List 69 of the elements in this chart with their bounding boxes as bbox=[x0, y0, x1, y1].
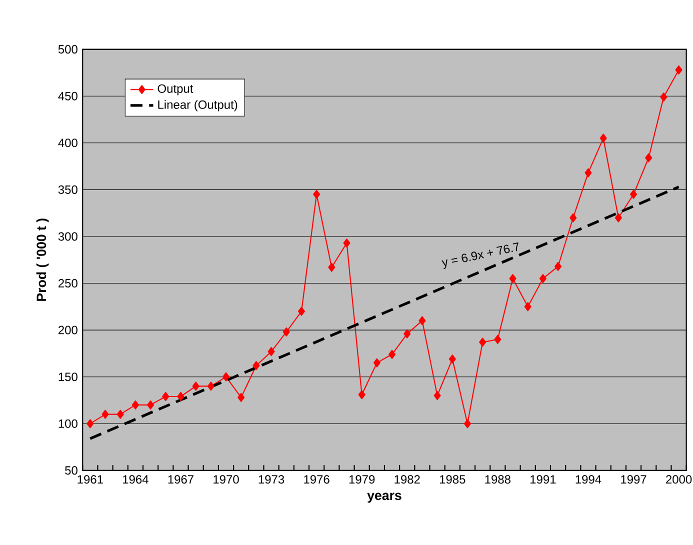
y-tick-label: 100 bbox=[58, 419, 78, 428]
x-tick-label: 1994 bbox=[576, 475, 602, 484]
point bbox=[298, 306, 306, 316]
x-tick-label: 1973 bbox=[258, 475, 284, 484]
point bbox=[207, 382, 214, 391]
x-tick-label: 1970 bbox=[214, 475, 239, 484]
point bbox=[524, 302, 532, 312]
point bbox=[268, 347, 275, 356]
point bbox=[343, 238, 350, 248]
point bbox=[177, 392, 184, 401]
y-tick-label: 300 bbox=[58, 232, 78, 241]
y-tick-label: 350 bbox=[58, 185, 78, 194]
point bbox=[222, 372, 230, 382]
point bbox=[645, 153, 652, 162]
annotation: y = 6.9x + 76.7 bbox=[442, 242, 518, 270]
legend-label: Linear (Output) bbox=[158, 100, 238, 112]
point bbox=[494, 334, 502, 344]
point bbox=[479, 338, 486, 347]
point bbox=[448, 354, 456, 364]
point bbox=[192, 382, 200, 391]
point bbox=[388, 350, 396, 359]
point bbox=[554, 262, 562, 271]
x-tick-label: 2000 bbox=[666, 475, 692, 484]
y-tick-label: 400 bbox=[58, 138, 78, 148]
y-tick-label: 500 bbox=[58, 45, 78, 54]
point bbox=[252, 361, 260, 370]
point bbox=[584, 168, 592, 178]
point bbox=[539, 274, 546, 284]
x-tick-label: 1967 bbox=[168, 475, 194, 484]
point bbox=[373, 358, 380, 368]
point bbox=[328, 262, 336, 272]
x-tick-label: 1988 bbox=[485, 475, 510, 484]
point bbox=[630, 190, 638, 199]
x-tick-label: 1997 bbox=[621, 475, 646, 484]
point bbox=[418, 316, 426, 326]
y-tick-label: 200 bbox=[58, 326, 78, 334]
point bbox=[614, 213, 622, 222]
y-axis-title: Prod ( '000 t ) bbox=[36, 218, 49, 301]
point bbox=[132, 400, 139, 410]
x-tick-label: 1961 bbox=[78, 475, 103, 484]
point bbox=[675, 65, 682, 74]
point bbox=[358, 390, 366, 400]
point bbox=[147, 400, 154, 410]
y-tick-label: 150 bbox=[58, 372, 78, 382]
x-tick-label: 1982 bbox=[394, 475, 420, 484]
point bbox=[86, 419, 94, 428]
x-tick-label: 1964 bbox=[123, 475, 148, 484]
x-tick-label: 1985 bbox=[440, 475, 466, 484]
point bbox=[404, 329, 411, 338]
point bbox=[162, 392, 170, 401]
point bbox=[102, 410, 109, 419]
point bbox=[282, 327, 290, 336]
x-tick-label: 1976 bbox=[304, 475, 330, 484]
point bbox=[660, 92, 668, 102]
point bbox=[509, 274, 516, 284]
point bbox=[313, 190, 320, 199]
y-tick-label: 250 bbox=[58, 278, 78, 288]
legend-label: Output bbox=[158, 84, 194, 96]
point bbox=[600, 134, 607, 143]
point bbox=[464, 419, 472, 428]
x-axis-title: years bbox=[367, 492, 402, 503]
x-tick-label: 1979 bbox=[349, 475, 375, 484]
x-tick-label: 1991 bbox=[530, 475, 556, 484]
point bbox=[434, 391, 441, 400]
y-tick-label: 50 bbox=[65, 466, 78, 475]
y-tick-label: 450 bbox=[58, 92, 78, 100]
point bbox=[116, 410, 124, 419]
point bbox=[238, 392, 245, 402]
point bbox=[570, 213, 577, 222]
